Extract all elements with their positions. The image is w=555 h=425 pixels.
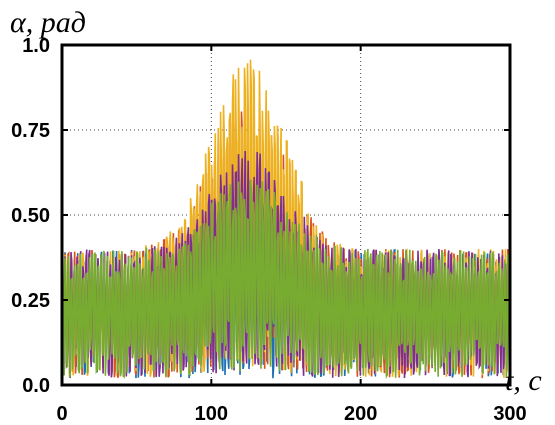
y-tick-label: 0.0 — [22, 375, 50, 397]
series-line-5 — [61, 179, 511, 380]
x-tick-label: 300 — [493, 403, 526, 425]
y-axis-label: α, рад — [10, 6, 86, 39]
ticks: 0 100 200 300 0.0 0.25 0.50 0.75 1.0 — [11, 35, 527, 425]
series-layer — [61, 59, 511, 380]
y-tick-label: 0.50 — [11, 205, 50, 227]
x-tick-label: 0 — [56, 403, 67, 425]
y-tick-label: 1.0 — [22, 35, 50, 57]
y-tick-label: 0.25 — [11, 290, 50, 312]
x-tick-label: 100 — [195, 403, 228, 425]
y-tick-label: 0.75 — [11, 120, 50, 142]
x-axis-label: t, c — [505, 364, 542, 397]
x-tick-label: 200 — [344, 403, 377, 425]
